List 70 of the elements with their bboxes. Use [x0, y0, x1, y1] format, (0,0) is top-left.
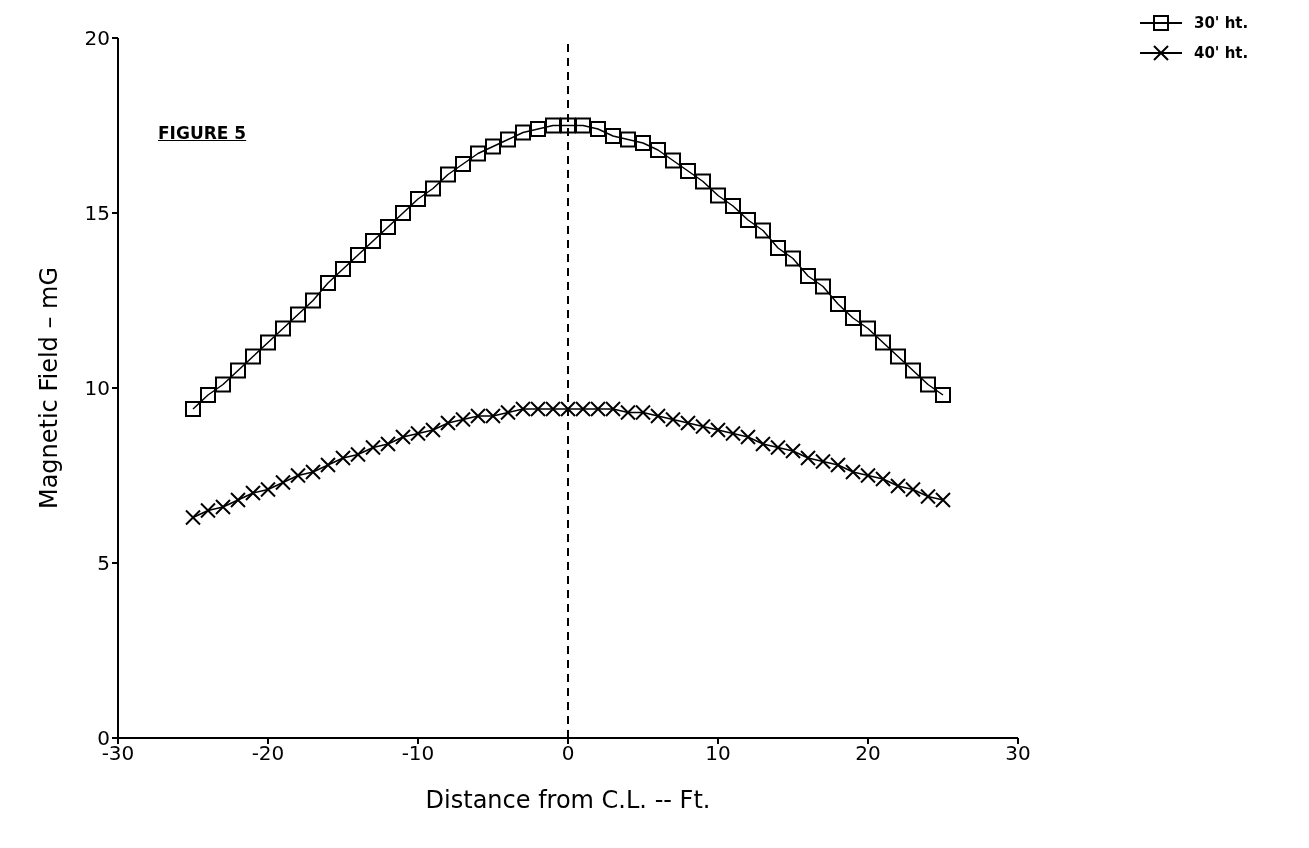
point: [245, 348, 261, 365]
point: [620, 131, 636, 148]
point: [860, 320, 876, 337]
point: [395, 205, 411, 221]
point: [185, 401, 201, 417]
point: [230, 362, 246, 379]
point: [365, 233, 381, 249]
point: [905, 362, 921, 379]
point: [755, 222, 771, 239]
legend-label: 40' ht.: [1194, 43, 1249, 64]
point: [695, 173, 711, 190]
y-tick-label: 5: [97, 551, 110, 576]
point: [575, 117, 591, 134]
point: [305, 292, 321, 309]
x-tick-label: 10: [705, 741, 731, 766]
point: [530, 121, 546, 137]
point: [455, 156, 471, 172]
point: [230, 492, 246, 508]
point: [800, 268, 816, 284]
annotation: FIGURE 5: [158, 123, 247, 143]
point: [290, 306, 306, 323]
point: [515, 124, 531, 141]
y-tick-label: 10: [84, 376, 110, 401]
point: [650, 142, 666, 158]
x-axis-title: Distance from C.L. -- Ft.: [425, 786, 711, 814]
point: [275, 474, 291, 491]
point: [275, 320, 291, 337]
point: [320, 457, 336, 473]
point: [260, 334, 276, 351]
point: [590, 121, 606, 137]
point: [770, 240, 786, 256]
point: [740, 212, 756, 228]
point: [440, 166, 456, 183]
point: [215, 376, 231, 393]
point: [185, 509, 201, 526]
point: [485, 138, 501, 155]
x-tick-label: -20: [251, 741, 285, 766]
point: [680, 163, 696, 179]
point: [785, 250, 801, 267]
y-axis-title: Magnetic Field – mG: [34, 266, 63, 510]
point: [830, 296, 846, 312]
x-tick-label: 20: [855, 741, 881, 766]
point: [320, 275, 336, 291]
point: [470, 145, 486, 162]
point: [725, 198, 741, 214]
x-tick-label: 30: [1005, 741, 1031, 766]
x-tick-label: 0: [561, 741, 575, 766]
point: [665, 152, 681, 169]
point: [335, 261, 351, 277]
point: [380, 219, 396, 235]
point: [815, 278, 831, 295]
point: [845, 310, 861, 326]
x-tick-label: -10: [401, 741, 435, 766]
point: [350, 247, 366, 263]
y-tick-label: 15: [84, 201, 110, 226]
point: [605, 128, 621, 144]
point: [500, 131, 516, 148]
point: [410, 191, 426, 207]
point: [935, 387, 951, 403]
point: [560, 117, 576, 134]
point: [710, 187, 726, 204]
point: [200, 387, 216, 403]
point: [920, 376, 936, 393]
y-tick-label: 20: [84, 26, 110, 51]
point: [635, 135, 651, 151]
point: [425, 180, 441, 197]
point: [890, 348, 906, 365]
legend-label: 30' ht.: [1194, 13, 1249, 34]
point: [545, 117, 561, 134]
point: [875, 334, 891, 351]
